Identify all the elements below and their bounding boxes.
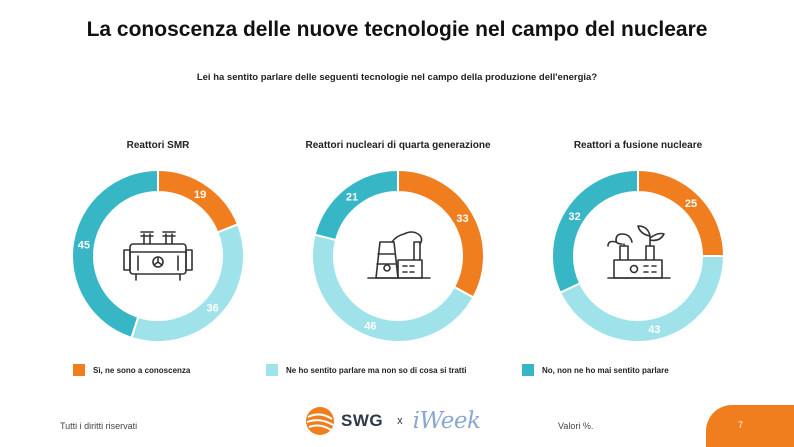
data-label: 19	[194, 189, 206, 201]
legend-label: Ne ho sentito parlare ma non so di cosa …	[286, 365, 467, 375]
nuclear-plant-icon	[367, 231, 431, 279]
survey-question: Lei ha sentito parlare delle seguenti te…	[196, 72, 598, 83]
chart-panel-smr: Reattori SMR 19 36 45	[38, 136, 278, 346]
data-label: 33	[456, 213, 468, 225]
chart-panel-fourth-gen: Reattori nucleari di quarta generazione …	[278, 136, 518, 346]
partner-logos: SWG x iWeek	[305, 403, 495, 439]
data-label: 21	[346, 192, 358, 204]
legend-label: Sì, ne sono a conoscenza	[93, 365, 191, 375]
chart-title: Reattori a fusione nucleare	[573, 140, 703, 151]
transformer-icon	[123, 231, 193, 281]
legend-item-no: No, non ne ho mai sentito parlare	[522, 364, 669, 376]
data-label: 25	[685, 198, 697, 210]
values-note: Valori %.	[558, 421, 594, 431]
legend-swatch	[266, 364, 278, 376]
legend-label: No, non ne ho mai sentito parlare	[542, 365, 669, 375]
donut-chart-fusion: 25 43 32	[551, 168, 726, 343]
swg-globe-icon	[306, 407, 334, 435]
data-label: 45	[78, 239, 90, 251]
slice-no	[313, 168, 399, 242]
slice-heard	[130, 223, 245, 343]
page-number-tab: 7	[706, 405, 794, 447]
legend-item-heard: Ne ho sentito parlare ma non so di cosa …	[266, 364, 466, 376]
data-label: 32	[569, 211, 581, 223]
donut-chart-smr: 19 36 45	[71, 168, 245, 343]
chart-title: Reattori SMR	[126, 140, 190, 151]
legend-swatch	[522, 364, 534, 376]
data-label: 36	[207, 302, 219, 314]
donut-chart-fourth-gen: 33 46 21	[311, 168, 485, 343]
slice-yes	[637, 168, 726, 257]
chart-panel-fusion: Reattori a fusione nucleare 25 43 32	[518, 136, 758, 346]
iweek-logo-text: iWeek	[412, 408, 481, 434]
swg-logo-text: SWG	[341, 411, 384, 430]
legend-swatch	[73, 364, 85, 376]
logo-separator: x	[397, 415, 403, 427]
slice-heard	[311, 233, 475, 343]
data-label: 43	[648, 324, 660, 336]
rights-notice: Tutti i diritti riservati	[60, 421, 138, 431]
data-label: 46	[364, 321, 376, 333]
legend-item-yes: Sì, ne sono a conoscenza	[73, 364, 190, 376]
page-title: La conoscenza delle nuove tecnologie nel…	[86, 18, 708, 41]
slice-no	[71, 168, 159, 340]
chart-title: Reattori nucleari di quarta generazione	[305, 140, 491, 151]
eco-plant-icon	[607, 225, 671, 279]
slice-heard	[558, 255, 726, 343]
slice-no	[551, 168, 639, 294]
slice-yes	[157, 168, 240, 234]
page-number: 7	[738, 420, 744, 430]
